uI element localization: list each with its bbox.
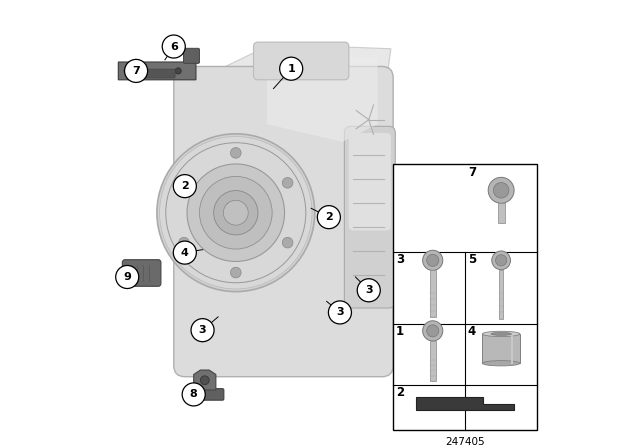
Circle shape — [187, 164, 285, 262]
Text: 1: 1 — [287, 64, 295, 73]
Polygon shape — [289, 75, 391, 275]
FancyBboxPatch shape — [349, 133, 391, 230]
Text: 4: 4 — [468, 325, 476, 338]
Circle shape — [427, 254, 439, 267]
Text: 5: 5 — [468, 254, 476, 267]
FancyBboxPatch shape — [184, 48, 200, 63]
Circle shape — [357, 279, 380, 302]
Circle shape — [282, 237, 293, 248]
FancyBboxPatch shape — [430, 271, 435, 317]
Text: 247405: 247405 — [445, 436, 485, 447]
Circle shape — [157, 134, 315, 292]
Text: 5: 5 — [225, 203, 233, 213]
Ellipse shape — [491, 332, 511, 336]
Circle shape — [200, 177, 272, 249]
Circle shape — [214, 190, 258, 235]
Ellipse shape — [483, 331, 520, 336]
Circle shape — [116, 266, 139, 289]
FancyBboxPatch shape — [497, 203, 505, 223]
Circle shape — [124, 66, 133, 75]
Text: 1: 1 — [396, 325, 404, 338]
FancyBboxPatch shape — [499, 270, 503, 319]
Circle shape — [191, 319, 214, 342]
Circle shape — [218, 197, 241, 220]
Circle shape — [230, 147, 241, 158]
Circle shape — [422, 250, 443, 271]
Circle shape — [422, 321, 443, 341]
Text: 2: 2 — [325, 212, 333, 222]
Circle shape — [179, 177, 189, 188]
Circle shape — [173, 175, 196, 198]
Circle shape — [282, 177, 293, 188]
Circle shape — [223, 200, 248, 225]
Circle shape — [427, 325, 439, 337]
Circle shape — [495, 255, 507, 266]
FancyBboxPatch shape — [122, 260, 161, 286]
Text: 2: 2 — [396, 387, 404, 400]
Text: 3: 3 — [199, 325, 206, 335]
Text: 3: 3 — [336, 307, 344, 318]
Circle shape — [200, 376, 209, 385]
FancyBboxPatch shape — [137, 69, 175, 78]
Circle shape — [173, 241, 196, 264]
FancyBboxPatch shape — [344, 126, 396, 308]
Ellipse shape — [483, 361, 520, 366]
Text: 2: 2 — [181, 181, 189, 191]
Circle shape — [488, 177, 514, 203]
Circle shape — [182, 383, 205, 406]
Polygon shape — [198, 44, 391, 102]
Text: 3: 3 — [396, 254, 404, 267]
Polygon shape — [194, 370, 216, 390]
Polygon shape — [198, 270, 391, 279]
FancyBboxPatch shape — [186, 389, 224, 400]
FancyBboxPatch shape — [393, 164, 537, 430]
Circle shape — [280, 57, 303, 80]
Polygon shape — [416, 397, 514, 409]
Circle shape — [493, 182, 509, 198]
Text: 4: 4 — [181, 248, 189, 258]
Text: 9: 9 — [124, 272, 131, 282]
Text: 6: 6 — [170, 42, 178, 52]
FancyBboxPatch shape — [430, 341, 435, 381]
Circle shape — [492, 251, 511, 270]
Circle shape — [179, 237, 189, 248]
Circle shape — [328, 301, 351, 324]
Text: 3: 3 — [365, 285, 372, 295]
Text: 8: 8 — [190, 389, 198, 400]
Circle shape — [162, 35, 185, 58]
Circle shape — [230, 267, 241, 278]
Circle shape — [159, 137, 312, 289]
Polygon shape — [118, 56, 196, 80]
Text: 7: 7 — [468, 166, 476, 179]
Circle shape — [125, 60, 148, 82]
FancyBboxPatch shape — [173, 66, 393, 377]
Polygon shape — [267, 58, 378, 142]
FancyBboxPatch shape — [253, 42, 349, 80]
Circle shape — [317, 206, 340, 228]
Circle shape — [175, 68, 181, 74]
Text: 7: 7 — [132, 66, 140, 76]
FancyBboxPatch shape — [483, 334, 520, 363]
Polygon shape — [198, 75, 289, 275]
